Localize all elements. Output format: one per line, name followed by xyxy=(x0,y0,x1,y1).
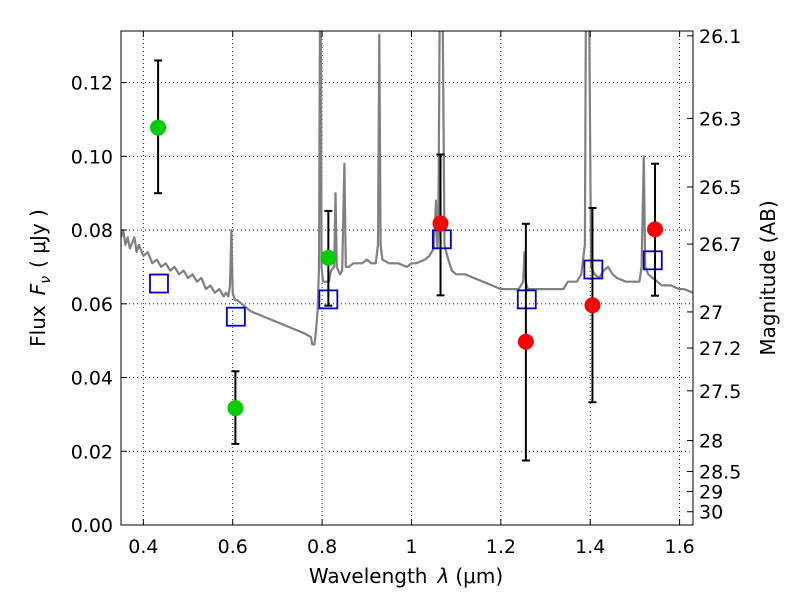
observed-point xyxy=(432,215,449,232)
plot-frame xyxy=(120,30,694,526)
observed-point xyxy=(320,249,337,266)
y-tick-label: 0.08 xyxy=(71,220,113,242)
y2-tick-label: 28 xyxy=(699,431,723,453)
y2-tick-label: 28.5 xyxy=(699,462,741,484)
y-tick-labels: 0.00 0.02 0.04 0.06 0.08 0.10 0.12 xyxy=(71,73,113,537)
x-tick-label: 0.4 xyxy=(128,536,158,558)
observed-point xyxy=(150,119,167,136)
observed-point xyxy=(227,400,244,417)
y-axis-label: FluxFν( μJy ) xyxy=(26,209,54,347)
y2-tick-label: 26.5 xyxy=(699,177,741,199)
observed-point xyxy=(517,333,534,350)
x-tick-label: 1.2 xyxy=(486,536,516,558)
x-tick-labels: 0.4 0.6 0.8 1 1.2 1.4 1.6 xyxy=(128,536,694,558)
observed-point xyxy=(584,297,601,314)
y-tick-label: 0.00 xyxy=(71,515,113,537)
y2-tick-label: 26.3 xyxy=(699,108,741,130)
x-axis-label: Wavelength λ (μm) xyxy=(309,564,503,588)
model-photometry-marker xyxy=(642,250,663,271)
y2-tick-label: 27.5 xyxy=(699,381,741,403)
y2-tick-label: 27.2 xyxy=(699,338,741,360)
plot-area xyxy=(121,31,693,462)
y2-tick-label: 26.1 xyxy=(699,26,741,48)
y2-tick-label: 26.7 xyxy=(699,234,741,256)
axes-ticks xyxy=(121,31,693,526)
x-tick-label: 0.6 xyxy=(218,536,248,558)
y-tick-label: 0.04 xyxy=(71,368,113,390)
model-photometry-marker xyxy=(225,306,246,327)
y-tick-label: 0.02 xyxy=(71,441,113,463)
y2-tick-label: 27 xyxy=(699,302,723,324)
y-tick-label: 0.12 xyxy=(71,73,113,95)
y-tick-label: 0.10 xyxy=(71,146,113,168)
y2-tick-label: 29 xyxy=(699,481,723,503)
x-tick-label: 1.6 xyxy=(664,536,694,558)
model-photometry-marker xyxy=(149,273,169,294)
x-tick-label: 0.8 xyxy=(307,536,337,558)
model-spectrum-line xyxy=(121,31,693,346)
y2-tick-label: 30 xyxy=(699,502,723,524)
x-tick-label: 1.4 xyxy=(575,536,605,558)
x-tick-label: 1 xyxy=(405,536,417,558)
y-tick-label: 0.06 xyxy=(71,294,113,316)
observed-point xyxy=(647,221,664,238)
y2-axis-label: Magnitude (AB) xyxy=(756,200,780,355)
